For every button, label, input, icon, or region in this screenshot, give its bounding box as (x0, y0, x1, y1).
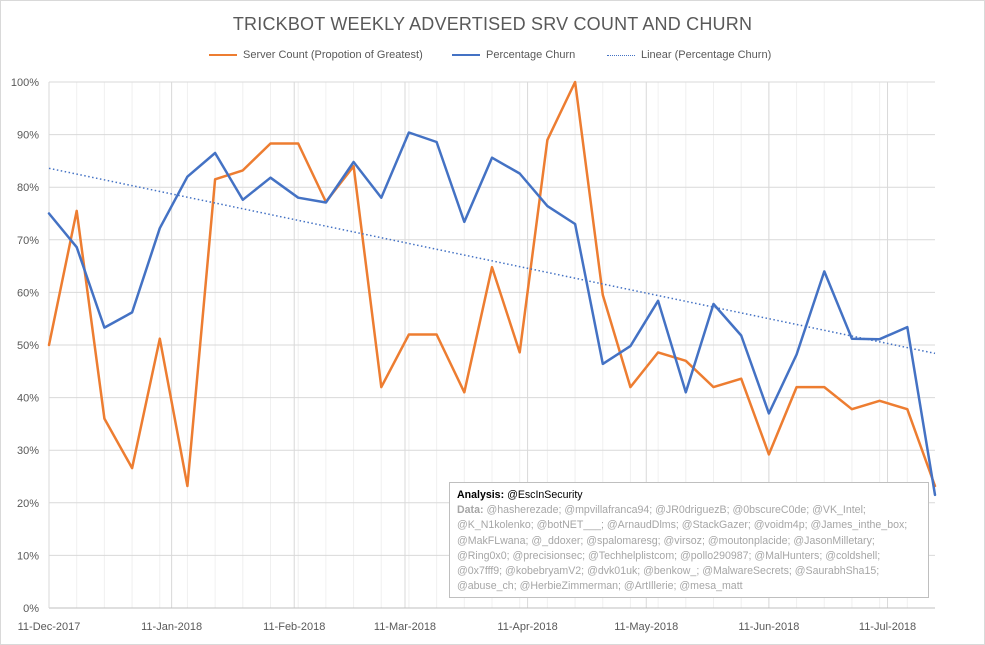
y-tick-label: 100% (11, 77, 39, 89)
legend-label-server-count: Server Count (Propotion of Greatest) (243, 49, 423, 61)
y-tick-label: 20% (17, 498, 39, 510)
analysis-author: @EscInSecurity (507, 489, 583, 501)
legend-swatch-server-count (209, 54, 237, 56)
legend-swatch-linear-trend (607, 54, 635, 56)
data-label: Data: (457, 504, 484, 517)
chart-legend: Server Count (Propotion of Greatest) Per… (0, 49, 985, 65)
x-tick-label: 11-Jun-2018 (738, 621, 799, 633)
legend-item-linear-trend: Linear (Percentage Churn) (607, 49, 771, 61)
x-tick-label: 11-Jan-2018 (141, 621, 202, 633)
analysis-label: Analysis: (457, 489, 505, 501)
y-tick-label: 70% (17, 235, 39, 247)
analysis-heading: Analysis: @EscInSecurity (457, 488, 921, 503)
chart-title: TRICKBOT WEEKLY ADVERTISED SRV COUNT AND… (232, 14, 753, 34)
series-line-percentage-churn (47, 131, 937, 497)
y-tick-label: 0% (23, 603, 39, 615)
y-tick-label: 50% (17, 340, 39, 352)
legend-swatch-percentage-churn (452, 54, 480, 56)
x-tick-label: 11-Feb-2018 (263, 621, 325, 633)
legend-label-linear-trend: Linear (Percentage Churn) (641, 49, 772, 61)
analysis-credits-box: Analysis: @EscInSecurity Data: @hasherez… (449, 482, 929, 598)
x-tick-label: 11-May-2018 (614, 621, 678, 633)
x-tick-label: 11-Jul-2018 (859, 621, 916, 633)
legend-item-percentage-churn: Percentage Churn (452, 49, 575, 61)
y-tick-label: 90% (17, 130, 39, 142)
x-tick-label: 11-Apr-2018 (497, 621, 557, 633)
y-tick-label: 30% (17, 445, 39, 457)
y-tick-label: 60% (17, 287, 39, 299)
trendline-linear-churn (48, 167, 936, 355)
x-tick-label: 11-Mar-2018 (374, 621, 436, 633)
legend-label-percentage-churn: Percentage Churn (486, 49, 576, 61)
y-tick-label: 40% (17, 393, 39, 405)
data-credits-text: @hasherezade; @mpvillafranca94; @JR0drig… (457, 504, 908, 593)
series-line-server-count (47, 80, 937, 488)
y-tick-label: 10% (17, 550, 39, 562)
x-tick-label: 11-Dec-2017 (18, 621, 81, 633)
data-credits: Data: @hasherezade; @mpvillafranca94; @J… (457, 503, 921, 594)
legend-item-server-count: Server Count (Propotion of Greatest) (209, 49, 423, 61)
y-tick-label: 80% (17, 182, 39, 194)
